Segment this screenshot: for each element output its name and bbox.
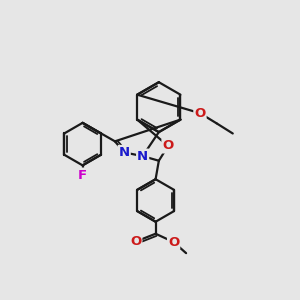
Text: O: O [130, 235, 141, 248]
Text: O: O [194, 107, 206, 120]
Text: F: F [78, 169, 87, 182]
Text: O: O [168, 236, 179, 249]
Text: O: O [162, 140, 174, 152]
Text: N: N [137, 150, 148, 163]
Text: N: N [118, 146, 130, 159]
